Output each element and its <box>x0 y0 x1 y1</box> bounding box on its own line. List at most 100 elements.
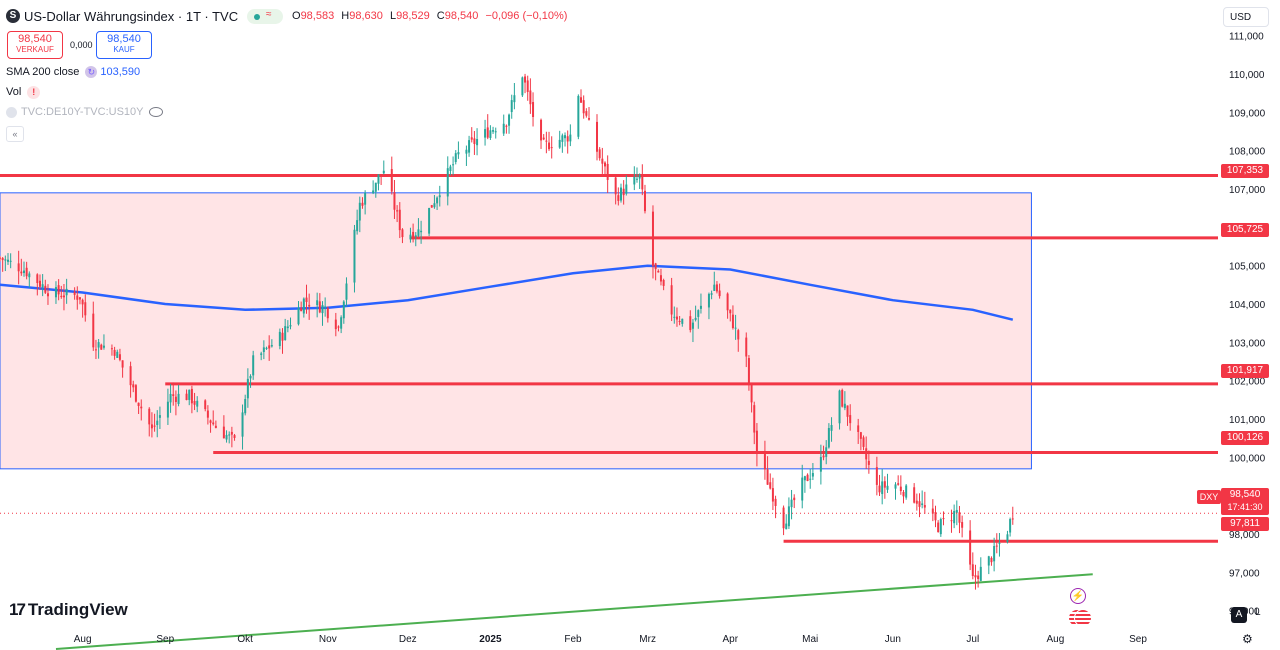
candle-body <box>342 301 345 319</box>
candle-body <box>774 498 777 506</box>
candle-body <box>923 505 926 508</box>
candle <box>249 374 252 388</box>
candle <box>230 426 233 448</box>
market-status-pill[interactable]: ≈ <box>247 9 283 24</box>
buy-button[interactable]: 98,540 KAUF <box>96 31 152 59</box>
vol-legend[interactable]: Vol! <box>6 86 41 99</box>
lightning-event-icon[interactable]: ⚡ <box>1070 588 1086 604</box>
candle <box>358 196 361 233</box>
candle <box>894 482 897 500</box>
candle-body <box>289 325 292 327</box>
sell-button[interactable]: 98,540 VERKAUF <box>7 31 63 59</box>
candle <box>755 423 758 467</box>
candle <box>774 495 777 519</box>
candle <box>174 390 177 416</box>
candle-body <box>950 520 953 522</box>
y-axis-tick-label: 103,000 <box>1229 338 1266 349</box>
candle-body <box>524 76 527 83</box>
candle-body <box>361 202 364 206</box>
candle <box>6 253 9 265</box>
candle-body <box>913 487 916 503</box>
candle-body <box>81 299 84 305</box>
candle <box>881 468 884 505</box>
candle <box>73 287 76 300</box>
candle <box>20 258 23 276</box>
candle <box>662 278 665 291</box>
candle-body <box>838 390 841 424</box>
candle <box>745 332 748 368</box>
candle-body <box>694 317 697 320</box>
candle <box>651 205 654 279</box>
candle <box>409 227 412 243</box>
x-axis-tick-label: Sep <box>1129 634 1147 645</box>
ohlc-values: O98,583 H98,630 L98,529 C98,540 −0,096 (… <box>292 10 568 22</box>
candle-body <box>22 270 25 274</box>
candle <box>118 348 121 362</box>
candle <box>412 223 415 243</box>
us-flag-events-icon[interactable] <box>1068 608 1094 627</box>
x-axis-tick-label: Aug <box>74 634 92 645</box>
candle <box>998 532 1001 557</box>
sma-legend[interactable]: SMA 200 close ↻ 103,590 <box>6 66 141 79</box>
last-price-value: 98,540 <box>1229 489 1261 500</box>
candle <box>308 293 311 320</box>
candle <box>300 301 303 312</box>
candle <box>635 167 638 183</box>
log-scale-button[interactable]: L <box>1255 607 1261 618</box>
candle <box>678 315 681 326</box>
candle <box>883 476 886 499</box>
candle-body <box>995 545 998 547</box>
hidden-eye-icon[interactable] <box>149 107 164 118</box>
candle-body <box>305 297 308 303</box>
candle <box>838 389 841 430</box>
candle <box>577 94 580 140</box>
candle <box>542 134 545 141</box>
candle-body <box>241 412 244 437</box>
candle <box>598 147 601 161</box>
candle <box>342 300 345 324</box>
candle <box>691 318 694 343</box>
candle-body <box>619 187 622 201</box>
candle-body <box>110 348 113 350</box>
symbol-title[interactable]: US-Dollar Währungsindex · 1T · TVC <box>24 9 239 24</box>
candle <box>865 436 868 469</box>
sma-value: 103,590 <box>100 66 141 78</box>
auto-scale-button[interactable]: A <box>1231 607 1247 623</box>
candle <box>209 419 212 433</box>
currency-selector[interactable]: USD <box>1223 7 1269 27</box>
candle <box>886 473 889 493</box>
candle-body <box>438 195 441 198</box>
candle <box>132 380 135 393</box>
collapse-legend-button[interactable]: « <box>6 126 24 142</box>
warning-icon[interactable]: ! <box>27 86 41 99</box>
candle-body <box>894 484 897 489</box>
candle <box>625 175 628 196</box>
candle-body <box>465 149 468 154</box>
candle-body <box>526 80 529 92</box>
candle <box>921 490 924 509</box>
candle-body <box>17 263 20 272</box>
candle <box>166 388 169 425</box>
candle-body <box>492 130 495 132</box>
candle-body <box>806 474 809 481</box>
x-axis-tick-label: Nov <box>319 634 337 645</box>
compare-legend[interactable]: TVC:DE10Y-TVC:US10Y <box>6 106 164 118</box>
candle-body <box>987 556 990 566</box>
last-price-tag: 98,540 17:41:30 <box>1221 488 1269 515</box>
candle <box>753 401 756 445</box>
candle-body <box>262 347 265 353</box>
candle <box>915 493 918 511</box>
candle-body <box>270 345 273 347</box>
candle <box>971 552 974 580</box>
gear-icon[interactable]: ⚙ <box>1242 632 1253 646</box>
candle-body <box>675 316 678 320</box>
candle-body <box>54 287 57 298</box>
candle <box>193 392 196 411</box>
sell-label: VERKAUF <box>16 45 54 54</box>
candle <box>465 145 468 166</box>
candle <box>494 127 497 139</box>
candle <box>588 107 591 121</box>
candle <box>827 423 830 449</box>
candle-body <box>300 307 303 312</box>
